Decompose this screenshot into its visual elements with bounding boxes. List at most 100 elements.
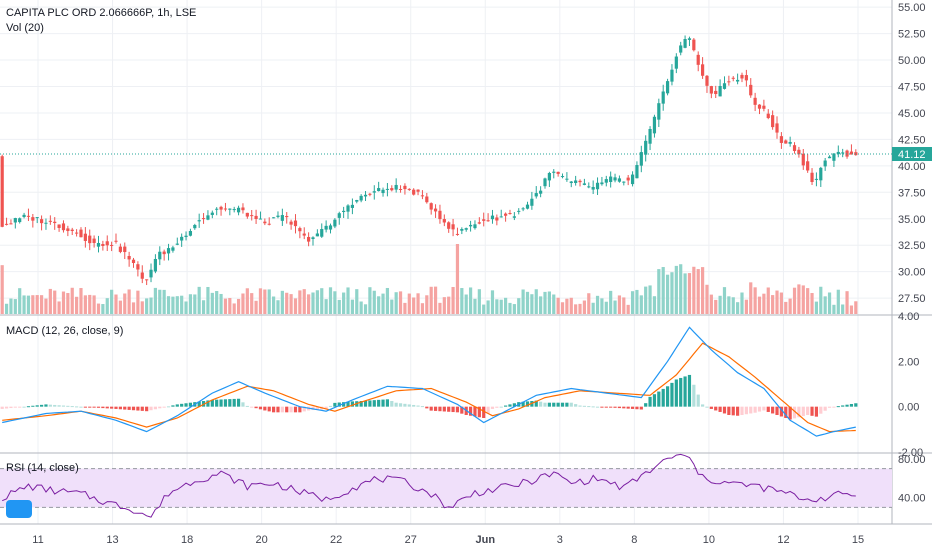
candle-body xyxy=(814,178,819,180)
macd-histogram-bar xyxy=(836,406,840,408)
volume-bar xyxy=(495,299,499,314)
macd-histogram-bar xyxy=(289,406,293,413)
macd-histogram-bar xyxy=(433,406,438,411)
volume-bar xyxy=(841,304,845,314)
volume-bar xyxy=(31,295,35,314)
volume-bar xyxy=(381,293,385,314)
candle-body xyxy=(727,81,731,83)
macd-histogram-bar xyxy=(88,406,92,408)
macd-histogram-bar xyxy=(416,405,420,407)
candle-body xyxy=(771,115,775,128)
candle-body xyxy=(486,220,490,222)
macd-histogram-bar xyxy=(779,406,783,417)
volume-bar xyxy=(438,302,442,314)
candle-body xyxy=(0,156,4,227)
macd-histogram-bar xyxy=(613,406,617,408)
candle-body xyxy=(784,140,788,144)
volume-bar xyxy=(674,265,678,314)
volume-bar xyxy=(753,287,757,314)
candle-body xyxy=(75,232,79,234)
volume-bar xyxy=(692,266,696,314)
macd-histogram-bar xyxy=(18,406,22,408)
candle-body xyxy=(630,174,635,185)
candle-body xyxy=(504,213,508,216)
candle-body xyxy=(438,210,442,220)
macd-histogram-bar xyxy=(477,406,481,418)
candle-body xyxy=(232,209,236,211)
time-tick-label: 10 xyxy=(703,534,715,546)
candle-body xyxy=(394,184,398,190)
volume-bar xyxy=(534,289,538,314)
macd-histogram-bar xyxy=(96,406,101,408)
macd-histogram-bar xyxy=(407,404,411,407)
candle-body xyxy=(136,264,140,270)
macd-histogram-bar xyxy=(468,406,473,416)
volume-bar xyxy=(215,291,219,314)
candle-body xyxy=(9,223,13,225)
candle-body xyxy=(622,181,626,183)
macd-histogram-bar xyxy=(626,406,630,409)
macd-histogram-bar xyxy=(731,406,735,416)
candle-body xyxy=(705,75,709,86)
time-tick-label: 13 xyxy=(106,534,118,546)
volume-bar xyxy=(490,290,495,314)
volume-bar xyxy=(425,295,429,314)
macd-histogram-bar xyxy=(263,406,267,411)
volume-bar xyxy=(13,299,17,314)
macd-histogram-bar xyxy=(337,402,341,407)
volume-bar xyxy=(328,287,333,314)
macd-histogram-bar xyxy=(486,406,490,414)
macd-histogram-bar xyxy=(31,405,35,407)
candle-body xyxy=(407,188,411,190)
macd-histogram-bar xyxy=(845,404,849,407)
volume-bar xyxy=(289,294,293,314)
candle-body xyxy=(18,218,22,223)
time-tick-label: 20 xyxy=(256,534,268,546)
volume-bar xyxy=(127,289,131,314)
candle-body xyxy=(79,229,83,238)
macd-histogram-bar xyxy=(849,403,854,407)
macd-histogram-bar xyxy=(447,406,451,412)
macd-histogram-bar xyxy=(363,400,368,407)
candle-body xyxy=(574,180,578,183)
candle-body xyxy=(753,97,757,105)
volume-bar xyxy=(201,300,206,314)
candle-body xyxy=(206,215,210,220)
volume-bar xyxy=(521,289,525,314)
candle-body xyxy=(569,181,573,184)
candle-body xyxy=(35,217,39,219)
volume-bar xyxy=(118,300,122,314)
candle-body xyxy=(258,218,263,220)
volume-bar xyxy=(0,265,4,314)
macd-histogram-bar xyxy=(315,406,319,410)
macd-histogram-bar xyxy=(245,405,249,407)
macd-histogram-bar xyxy=(105,406,109,409)
volume-bar xyxy=(814,301,819,314)
candle-body xyxy=(412,189,416,195)
volume-bar xyxy=(315,290,319,314)
candle-body xyxy=(534,193,538,197)
candle-body xyxy=(499,216,503,218)
macd-histogram-bar xyxy=(455,406,460,413)
macd-histogram-bar xyxy=(127,406,131,410)
candle-body xyxy=(757,104,762,109)
candle-body xyxy=(692,39,696,51)
volume-bar xyxy=(153,287,158,314)
macd-histogram-bar xyxy=(223,399,228,407)
macd-histogram-bar xyxy=(184,403,188,407)
macd-histogram-bar xyxy=(582,405,587,407)
candle-body xyxy=(525,204,530,209)
macd-histogram-bar xyxy=(398,403,403,407)
chart-title: CAPITA PLC ORD 2.066666P, 1h, LSE xyxy=(6,7,197,19)
candle-body xyxy=(293,220,298,227)
tradingview-logo-icon xyxy=(6,500,32,518)
time-tick-label: Jun xyxy=(475,534,495,546)
price-tick-label: 47.50 xyxy=(898,81,926,93)
volume-bar xyxy=(429,286,433,314)
macd-histogram-bar xyxy=(145,406,149,412)
volume-bar xyxy=(363,304,368,314)
volume-bar xyxy=(665,274,670,314)
candle-body xyxy=(223,208,228,210)
